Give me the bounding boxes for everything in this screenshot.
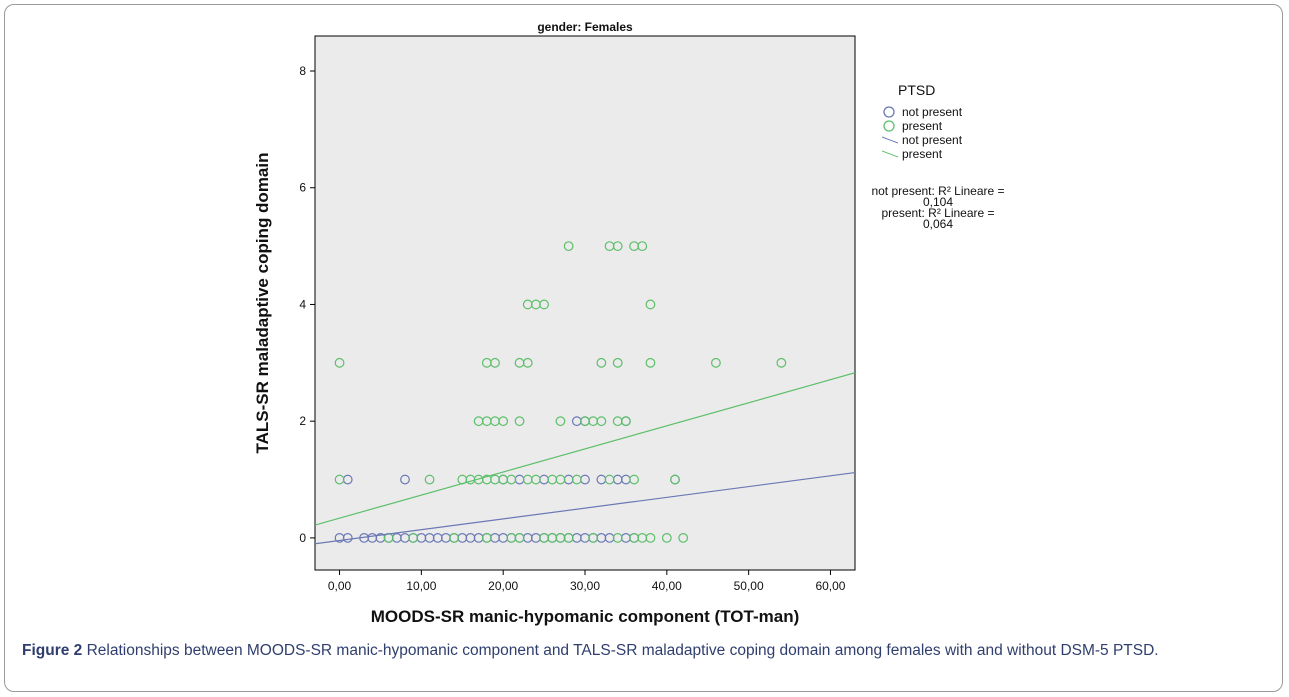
y-tick-label: 0 xyxy=(299,531,306,545)
data-point-present xyxy=(604,474,615,485)
data-point-present xyxy=(596,416,607,427)
data-point-present xyxy=(678,533,689,543)
data-point-present xyxy=(334,357,345,368)
data-point-present xyxy=(711,357,721,368)
data-point-present xyxy=(612,241,623,251)
data-point-present xyxy=(498,416,509,427)
data-point-present xyxy=(555,474,566,485)
legend-item-present-line: present xyxy=(881,147,942,161)
data-point-present xyxy=(408,533,419,543)
y-tick-label: 2 xyxy=(299,414,306,428)
circle-marker-icon xyxy=(882,105,898,119)
data-point-present xyxy=(645,533,656,543)
data-point-present xyxy=(596,357,607,368)
fit-line-icon xyxy=(881,133,899,147)
y-axis-label: TALS-SR maladaptive coping domain xyxy=(253,153,272,454)
r2-present-value: 0,064 xyxy=(922,217,954,231)
r-squared-annotation: not present: R² Lineare = 0,104 present:… xyxy=(858,184,1018,231)
x-tick-label: 0,00 xyxy=(328,579,352,593)
x-tick-label: 60,00 xyxy=(815,579,845,593)
data-point-present xyxy=(539,299,549,310)
caption-label: Figure 2 xyxy=(22,642,83,659)
data-point-present xyxy=(629,474,639,485)
data-point-present xyxy=(531,474,541,485)
data-point-present xyxy=(514,533,525,543)
figure-caption: Figure 2 Relationships between MOODS-SR … xyxy=(22,640,1262,661)
r2-present-label: present: R² Lineare = xyxy=(881,206,995,220)
x-tick-label: 50,00 xyxy=(734,579,764,593)
data-point-present xyxy=(563,241,574,251)
data-point-present xyxy=(637,241,648,251)
data-point-not-present xyxy=(342,533,353,543)
data-point-present xyxy=(661,533,672,543)
data-point-present xyxy=(490,357,500,368)
data-point-present xyxy=(612,357,623,368)
data-point-present xyxy=(588,533,599,543)
legend-title: PTSD xyxy=(898,82,936,98)
x-tick-label: 20,00 xyxy=(488,579,518,593)
data-point-present xyxy=(334,474,345,485)
legend-item-present-marker: present xyxy=(882,119,942,133)
data-point-present xyxy=(506,474,517,485)
fit-line-icon xyxy=(881,147,899,161)
plot-area xyxy=(314,35,856,571)
data-point-not-present xyxy=(400,474,410,485)
data-point-present xyxy=(621,416,631,427)
fit-line-not-present xyxy=(315,471,855,545)
data-point-present xyxy=(481,533,492,543)
figure-frame xyxy=(4,4,1283,692)
r2-not-present-value: 0,104 xyxy=(922,195,954,209)
x-axis-label: MOODS-SR manic-hypomanic component (TOT-… xyxy=(371,607,800,626)
x-tick-label: 40,00 xyxy=(652,579,682,593)
data-point-present xyxy=(449,533,459,543)
fit-line-present xyxy=(315,372,855,526)
legend-item-not-present-line: not present xyxy=(881,133,962,147)
x-tick-label: 10,00 xyxy=(406,579,436,593)
data-point-present xyxy=(645,299,656,310)
data-point-present xyxy=(563,533,574,543)
data-point-present xyxy=(645,357,656,368)
y-tick-label: 8 xyxy=(299,64,306,78)
y-tick-label: 4 xyxy=(299,297,306,311)
data-point-present xyxy=(514,416,525,427)
data-point-present xyxy=(612,533,623,543)
data-point-present xyxy=(522,357,533,368)
chart-title: gender: Females xyxy=(537,20,633,34)
r2-not-present-label: not present: R² Lineare = xyxy=(871,184,1005,198)
circle-marker-icon xyxy=(882,119,898,133)
y-tick-label: 6 xyxy=(299,181,306,195)
x-tick-label: 30,00 xyxy=(570,579,600,593)
data-point-present xyxy=(776,357,787,368)
data-point-present xyxy=(555,416,566,427)
legend-item-not-present-marker: not present xyxy=(882,105,962,119)
data-point-present xyxy=(424,474,435,485)
caption-text: Relationships between MOODS-SR manic-hyp… xyxy=(82,642,1159,659)
data-point-present xyxy=(571,474,582,485)
data-point-present xyxy=(670,474,680,485)
